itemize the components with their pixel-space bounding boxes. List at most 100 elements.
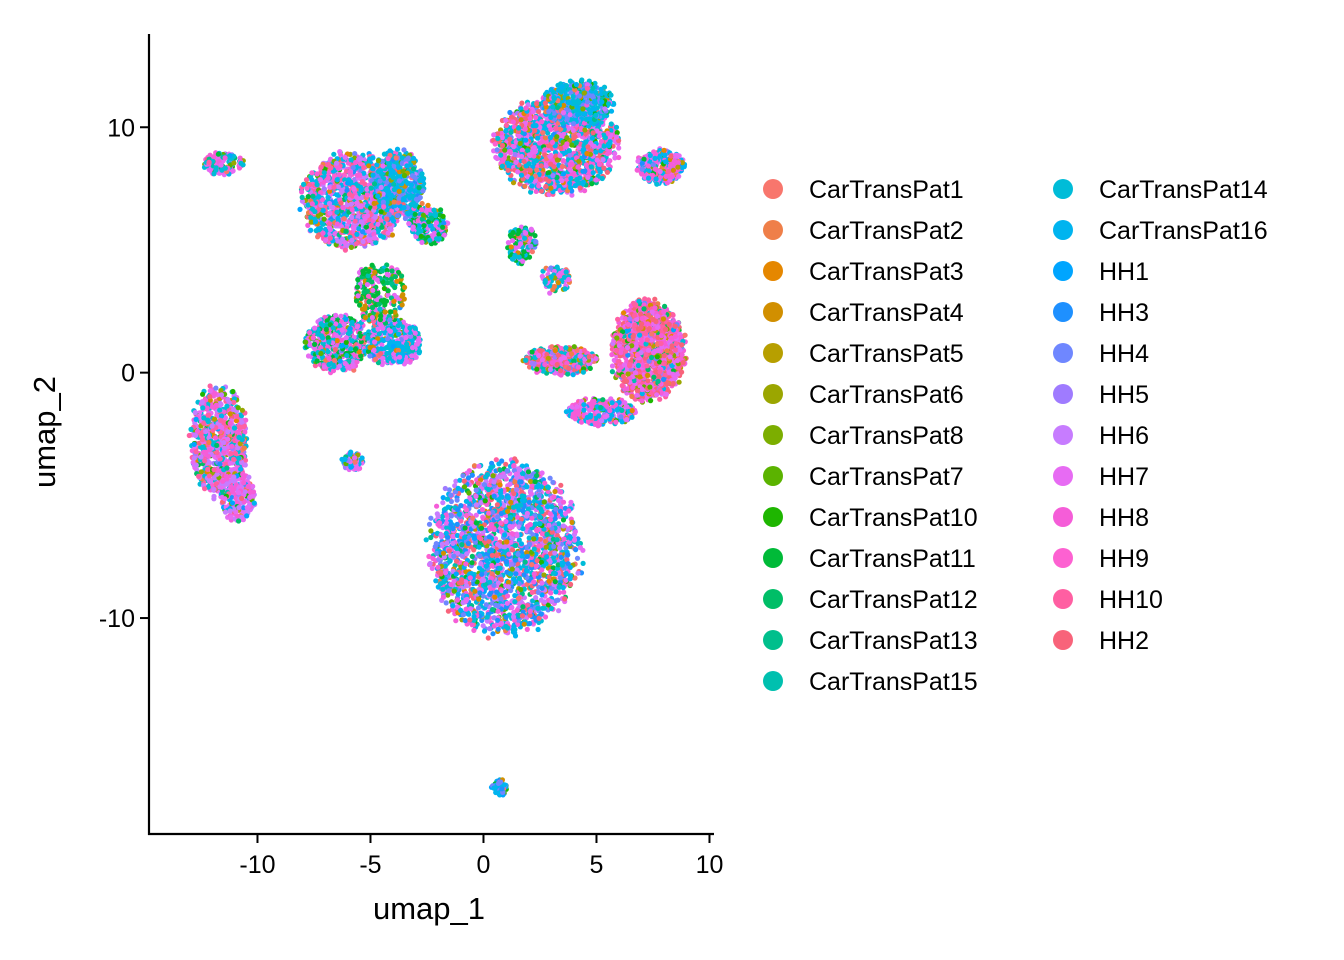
scatter-point [327,210,333,216]
scatter-point [572,134,578,140]
scatter-point [372,214,378,220]
scatter-point [372,356,378,362]
scatter-point [403,358,410,364]
scatter-point [401,196,407,202]
scatter-point [507,148,513,154]
scatter-point [409,173,416,179]
scatter-point [507,109,513,116]
scatter-point [576,100,582,106]
scatter-point [357,156,363,162]
scatter-point [326,339,332,345]
scatter-point [347,169,353,175]
scatter-point [576,93,583,99]
scatter-point [502,147,508,153]
scatter-point [570,127,576,133]
scatter-point [352,346,359,352]
scatter-point [322,237,329,244]
scatter-point [325,349,331,355]
scatter-point [334,209,340,215]
scatter-point [391,199,397,205]
scatter-point [299,194,305,200]
scatter-point [318,164,324,170]
scatter-point [612,151,618,157]
scatter-point [546,178,552,184]
scatter-point [569,142,575,148]
scatter-point [325,175,331,181]
scatter-point [353,194,360,200]
scatter-point [387,226,393,232]
scatter-point [309,170,315,176]
scatter-point [326,355,332,361]
scatter-point [380,163,386,169]
scatter-point [375,158,382,164]
scatter-point [349,237,355,243]
scatter-point [391,298,397,304]
scatter-point [548,114,554,120]
scatter-point [313,219,319,225]
scatter-point [560,110,567,116]
scatter-point [418,233,424,239]
scatter-point [230,168,236,174]
scatter-point [381,204,387,210]
scatter-point [547,134,554,141]
scatter-point [321,170,327,176]
scatter-point [385,230,391,236]
scatter-point [596,161,603,167]
scatter-point [529,175,535,181]
scatter-point [551,96,557,102]
scatter-point [391,181,397,187]
scatter-point [340,367,346,373]
scatter-point [599,99,605,105]
scatter-point [331,363,337,370]
scatter-point [379,224,385,230]
scatter-point [388,309,394,315]
scatter-point [342,247,348,253]
scatter-point [327,235,333,241]
scatter-point [343,335,349,341]
scatter-point [340,236,346,242]
scatter-point [369,315,375,321]
scatter-point [383,345,389,351]
scatter-point [350,363,356,369]
scatter-point [420,178,426,184]
scatter-point [616,145,622,151]
scatter-point [304,185,310,191]
scatter-point [527,167,533,173]
scatter-point [579,77,585,83]
scatter-point [416,185,422,191]
scatter-point [352,151,358,157]
scatter-point [377,306,383,312]
scatter-point [535,135,541,141]
scatter-point [558,145,564,151]
scatter-point [494,147,500,153]
scatter-point [349,207,355,213]
scatter-point [522,183,528,189]
scatter-point [407,187,413,193]
scatter-point [364,192,370,198]
scatter-point [571,121,577,127]
scatter-point [317,177,323,183]
scatter-point [598,138,605,144]
scatter-point [335,238,341,244]
scatter-point [602,106,608,112]
scatter-point [404,341,410,347]
scatter-point [510,119,516,125]
scatter-point [516,125,522,131]
scatter-point [366,268,372,274]
scatter-point [590,85,596,91]
scatter-point [366,163,372,169]
scatter-point [614,130,620,136]
scatter-point [503,128,509,134]
scatter-point [320,335,326,341]
scatter-point [599,175,605,182]
scatter-point [538,163,545,169]
scatter-point [533,123,539,129]
scatter-point [409,193,415,199]
scatter-point [390,174,396,180]
scatter-point [567,112,573,118]
scatter-point [582,168,588,174]
scatter-point [584,150,590,157]
scatter-point [310,193,316,199]
scatter-point [330,325,336,331]
scatter-point [331,357,338,363]
